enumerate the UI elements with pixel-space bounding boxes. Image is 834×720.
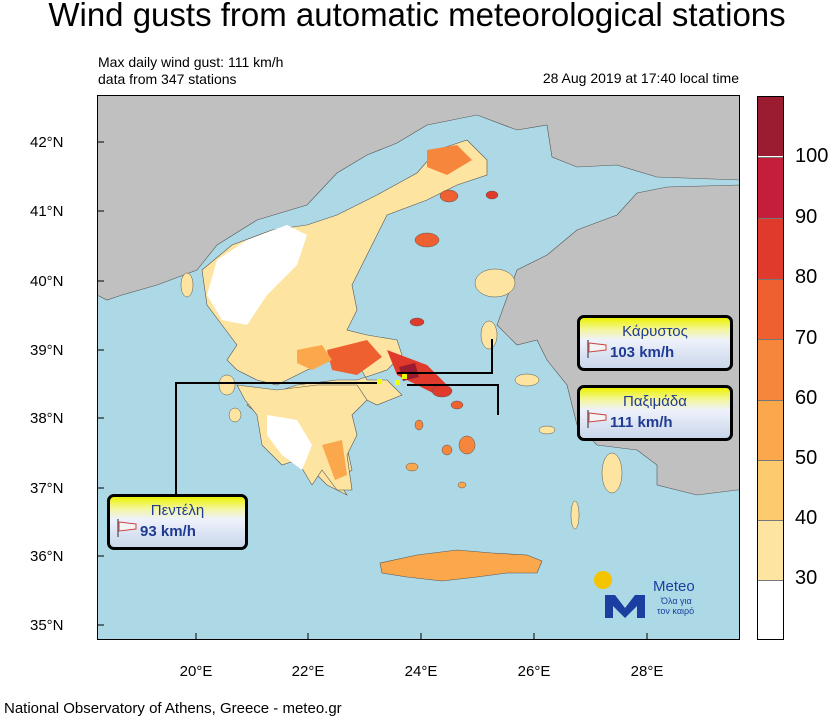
island-karpathos (570, 500, 580, 530)
station-count-text: data from 347 stations (98, 71, 237, 87)
lat-label: 41°N (30, 203, 64, 220)
colorbar-label: 30 (795, 567, 818, 589)
colorbar-label: 100 (795, 145, 829, 167)
lat-label: 38°N (30, 410, 64, 427)
logo-tagline-2: τον καιρό (657, 606, 695, 616)
map-frame (97, 95, 740, 640)
colorbar-label: 80 (795, 266, 818, 288)
island-rhodes (601, 452, 623, 494)
colorbar-label: 40 (795, 507, 818, 529)
gust-patch-attica (327, 340, 382, 375)
credit-line: National Observatory of Athens, Greece -… (4, 700, 342, 717)
timestamp: 28 Aug 2019 at 17:40 local time (542, 70, 739, 86)
station-callout-paximada: Παξιμάδα 111 km/h (577, 385, 733, 441)
lon-label: 24°E (404, 663, 438, 680)
island-skyros (409, 317, 425, 327)
island-kefalonia (218, 374, 236, 396)
island-limnos (414, 232, 440, 248)
white-region-pelop (267, 415, 312, 470)
windsock-icon (117, 519, 137, 537)
windsock-icon (587, 340, 607, 358)
gust-patch-central (297, 345, 332, 370)
station-marker-penteli (377, 379, 382, 384)
island-samothraki (485, 190, 499, 200)
station-marker-paximada (395, 380, 400, 385)
logo-name: Meteo (653, 578, 695, 595)
gust-patch-thrace (427, 145, 472, 175)
info-block: Max daily wind gust: 111 km/h data from … (98, 54, 283, 88)
meteo-logo: Meteo Όλα για τον καιρό (593, 570, 723, 625)
station-gust: 103 km/h (610, 344, 675, 361)
colorbar (757, 96, 784, 640)
island-kos (538, 425, 556, 435)
max-gust-text: Max daily wind gust: 111 km/h (98, 54, 284, 70)
station-callout-penteli: Πεντέλη 93 km/h (107, 494, 248, 550)
colorbar-bin (758, 279, 783, 340)
balkans-land (97, 95, 740, 301)
map-title: Wind gusts from automatic meteorological… (48, 0, 786, 33)
logo-tagline-1: Όλα για (661, 596, 692, 606)
lat-label: 35°N (30, 617, 64, 634)
island-naxos (458, 435, 476, 455)
lat-label: 40°N (30, 273, 64, 290)
station-name: Πεντέλη (150, 502, 205, 519)
lon-label: 20°E (179, 663, 213, 680)
lon-label: 28°E (630, 663, 664, 680)
station-marker-karystos (402, 374, 407, 379)
island-chios (480, 320, 498, 350)
island-samos (514, 373, 540, 387)
island-thasos (439, 189, 459, 203)
station-name: Κάρυστος (622, 323, 688, 340)
island-lesvos (474, 268, 516, 298)
lat-label: 37°N (30, 480, 64, 497)
island-tinos (450, 400, 464, 410)
colorbar-bin (758, 400, 783, 460)
lat-label: 42°N (30, 134, 64, 151)
windsock-icon (587, 410, 607, 428)
lat-label: 36°N (30, 548, 64, 565)
island-corfu (180, 272, 194, 298)
colorbar-bin (758, 520, 783, 580)
station-gust: 111 km/h (610, 414, 673, 431)
gust-patch-south (322, 440, 347, 480)
station-name: Παξιμάδα (623, 393, 687, 410)
colorbar-bin (758, 460, 783, 520)
colorbar-label: 50 (795, 447, 818, 469)
station-callout-karystos: Κάρυστος 103 km/h (577, 315, 733, 371)
colorbar-label: 60 (795, 387, 818, 409)
white-region-north (207, 225, 307, 325)
island-milos (405, 462, 419, 472)
colorbar-bin (758, 339, 783, 400)
colorbar-bin (758, 218, 783, 279)
colorbar-label: 90 (795, 206, 818, 228)
colorbar-bin (758, 580, 783, 639)
island-paros (441, 444, 453, 456)
island-santorini (457, 481, 467, 489)
colorbar-bin (758, 97, 783, 156)
island-andros (431, 384, 453, 398)
meteo-logo-mark (594, 571, 645, 618)
island-crete (379, 549, 543, 582)
leader-lines (175, 339, 499, 495)
lat-label: 39°N (30, 342, 64, 359)
lon-label: 26°E (517, 663, 551, 680)
axis-ticks (97, 141, 648, 640)
island-kea (414, 419, 424, 431)
colorbar-label: 70 (795, 327, 818, 349)
lon-label: 22°E (291, 663, 325, 680)
island-zakynthos (228, 407, 242, 423)
colorbar-bin (758, 157, 783, 218)
station-gust: 93 km/h (140, 523, 196, 540)
